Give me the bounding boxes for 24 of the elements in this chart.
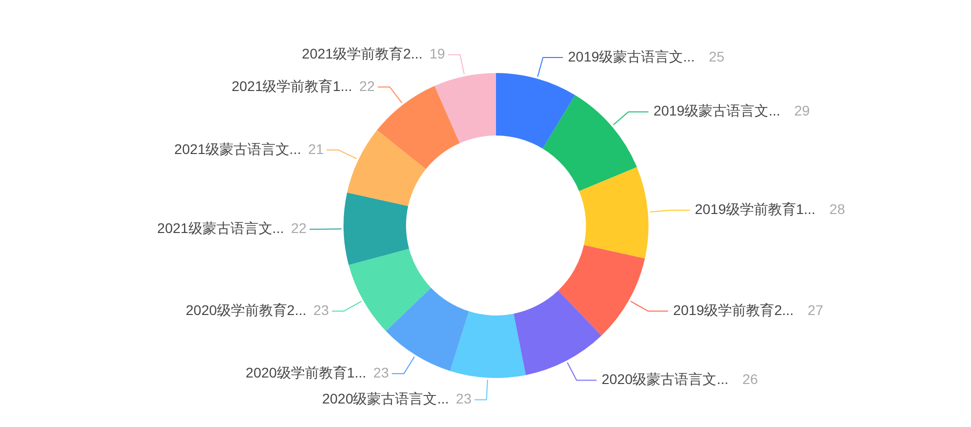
data-label: 19 [430, 46, 446, 62]
data-label: 23 [313, 302, 330, 318]
data-label: 21 [308, 140, 324, 157]
data-label: 27 [808, 302, 824, 318]
data-label: 23 [373, 364, 390, 381]
slice-label: 2021级学前教育1... [232, 78, 352, 94]
data-label: 22 [290, 220, 307, 236]
data-label: 23 [456, 390, 472, 407]
slice-label: 2020级学前教育2... [186, 302, 306, 318]
slice-label: 2021级蒙古语言文... [174, 140, 302, 157]
data-label: 22 [359, 78, 375, 94]
slice-label: 2019级学前教育2... [673, 302, 794, 318]
slice-label: 2021级蒙古语言文... [157, 220, 284, 236]
slice-label: 2020级蒙古语言文... [322, 390, 449, 407]
slice-label: 2019级蒙古语言文... [568, 48, 695, 64]
slice-label: 2019级学前教育1... [694, 201, 816, 218]
data-label: 25 [708, 48, 725, 64]
slice-label: 2021级学前教育2... [302, 46, 423, 62]
slice-label: 2020级学前教育1... [246, 364, 366, 381]
slice-label: 2020级蒙古语言文... [602, 371, 728, 388]
slice-label: 2019级蒙古语言文... [653, 102, 780, 119]
data-label: 26 [742, 371, 758, 388]
data-label: 29 [794, 102, 810, 119]
data-label: 28 [829, 201, 846, 218]
